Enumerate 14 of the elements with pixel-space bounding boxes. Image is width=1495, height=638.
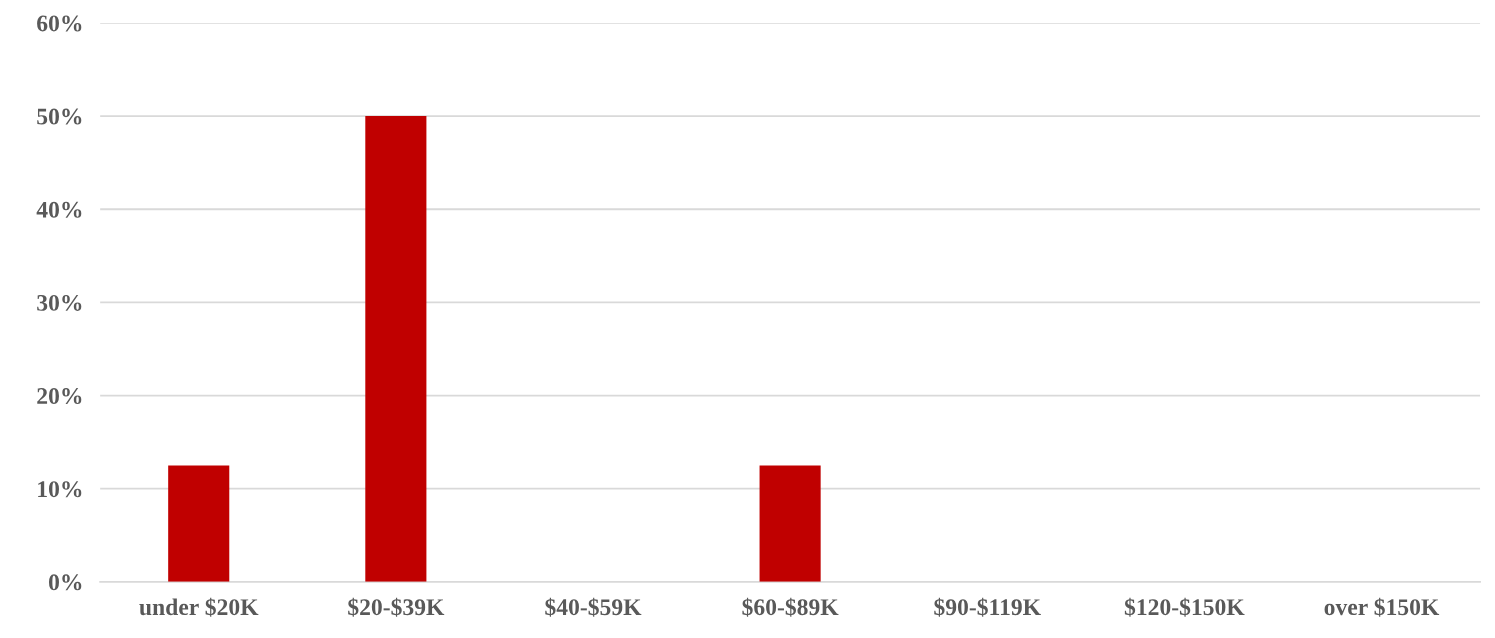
y-tick-label: 20% <box>37 388 82 405</box>
y-tick-label: 10% <box>38 481 82 498</box>
x-tick-label: $120-$150K <box>1124 597 1245 617</box>
y-tick-label: 60% <box>37 15 82 32</box>
x-tick-label: $90-$119K <box>934 597 1041 617</box>
y-tick-label: 40% <box>36 201 82 218</box>
x-tick-label: under $20K <box>139 597 259 617</box>
x-tick-label: over $150K <box>1324 597 1440 617</box>
y-tick-label: 0% <box>48 574 82 591</box>
y-tick-label: 50% <box>37 108 82 125</box>
x-tick-label: $60-$89K <box>742 597 839 617</box>
x-tick-label: $20-$39K <box>348 597 445 617</box>
y-tick-label: 30% <box>37 294 82 311</box>
x-tick-label: $40-$59K <box>545 597 642 617</box>
